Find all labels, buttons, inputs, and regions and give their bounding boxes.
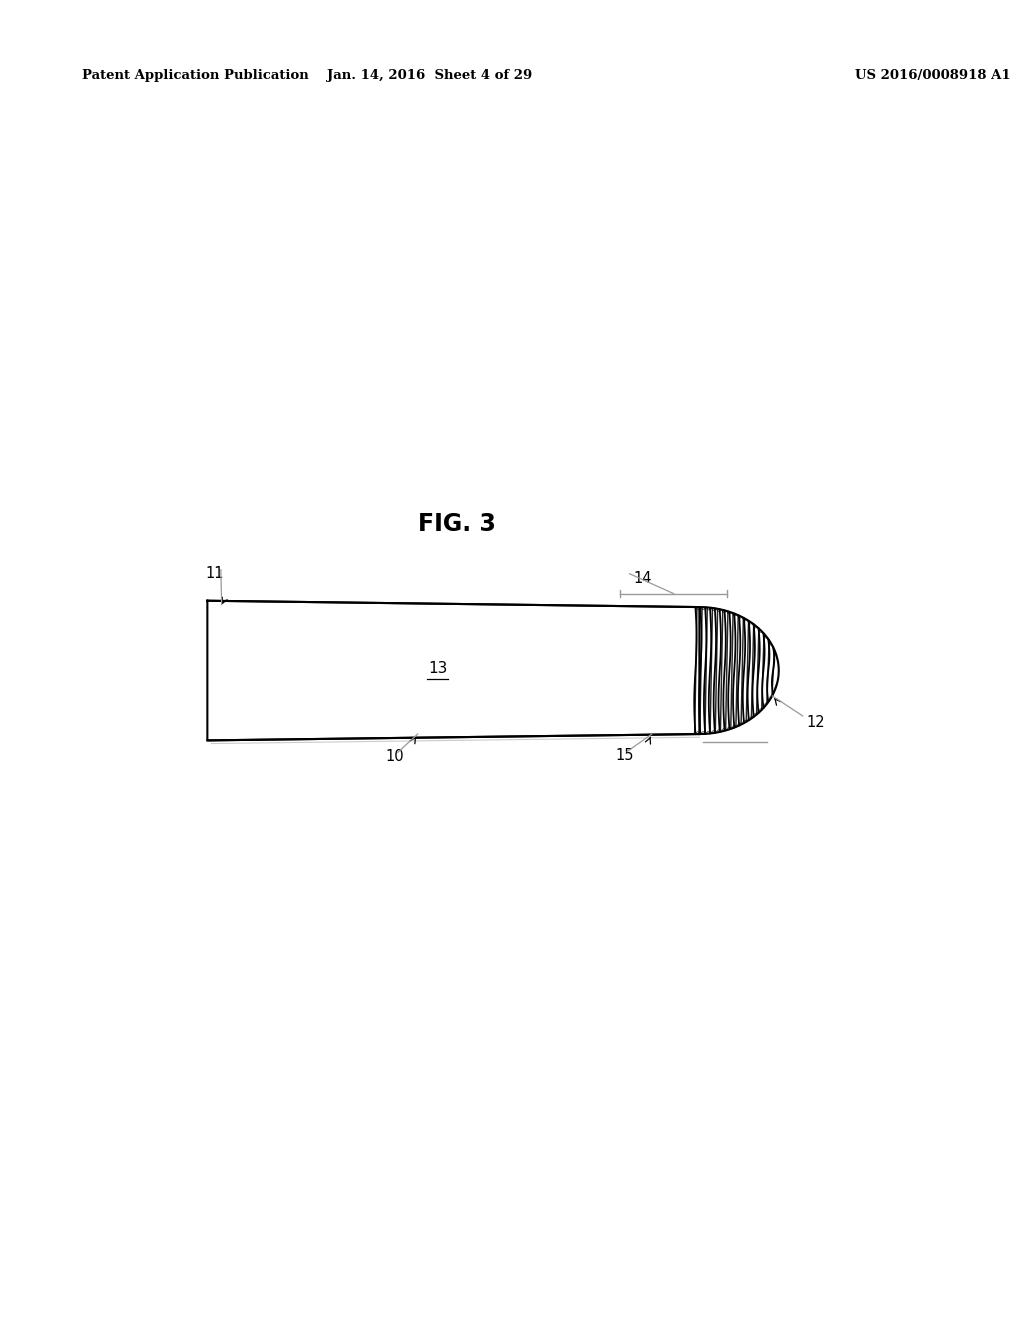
- Text: 14: 14: [634, 572, 652, 586]
- Text: 10: 10: [386, 748, 404, 764]
- Polygon shape: [207, 601, 699, 741]
- Polygon shape: [699, 607, 778, 734]
- Text: US 2016/0008918 A1: US 2016/0008918 A1: [855, 69, 1011, 82]
- Text: Patent Application Publication: Patent Application Publication: [82, 69, 308, 82]
- Text: FIG. 3: FIG. 3: [419, 512, 497, 536]
- Text: 11: 11: [205, 566, 223, 581]
- Text: 12: 12: [807, 714, 825, 730]
- Text: 13: 13: [428, 661, 447, 676]
- Text: 15: 15: [615, 748, 634, 763]
- Text: Jan. 14, 2016  Sheet 4 of 29: Jan. 14, 2016 Sheet 4 of 29: [328, 69, 532, 82]
